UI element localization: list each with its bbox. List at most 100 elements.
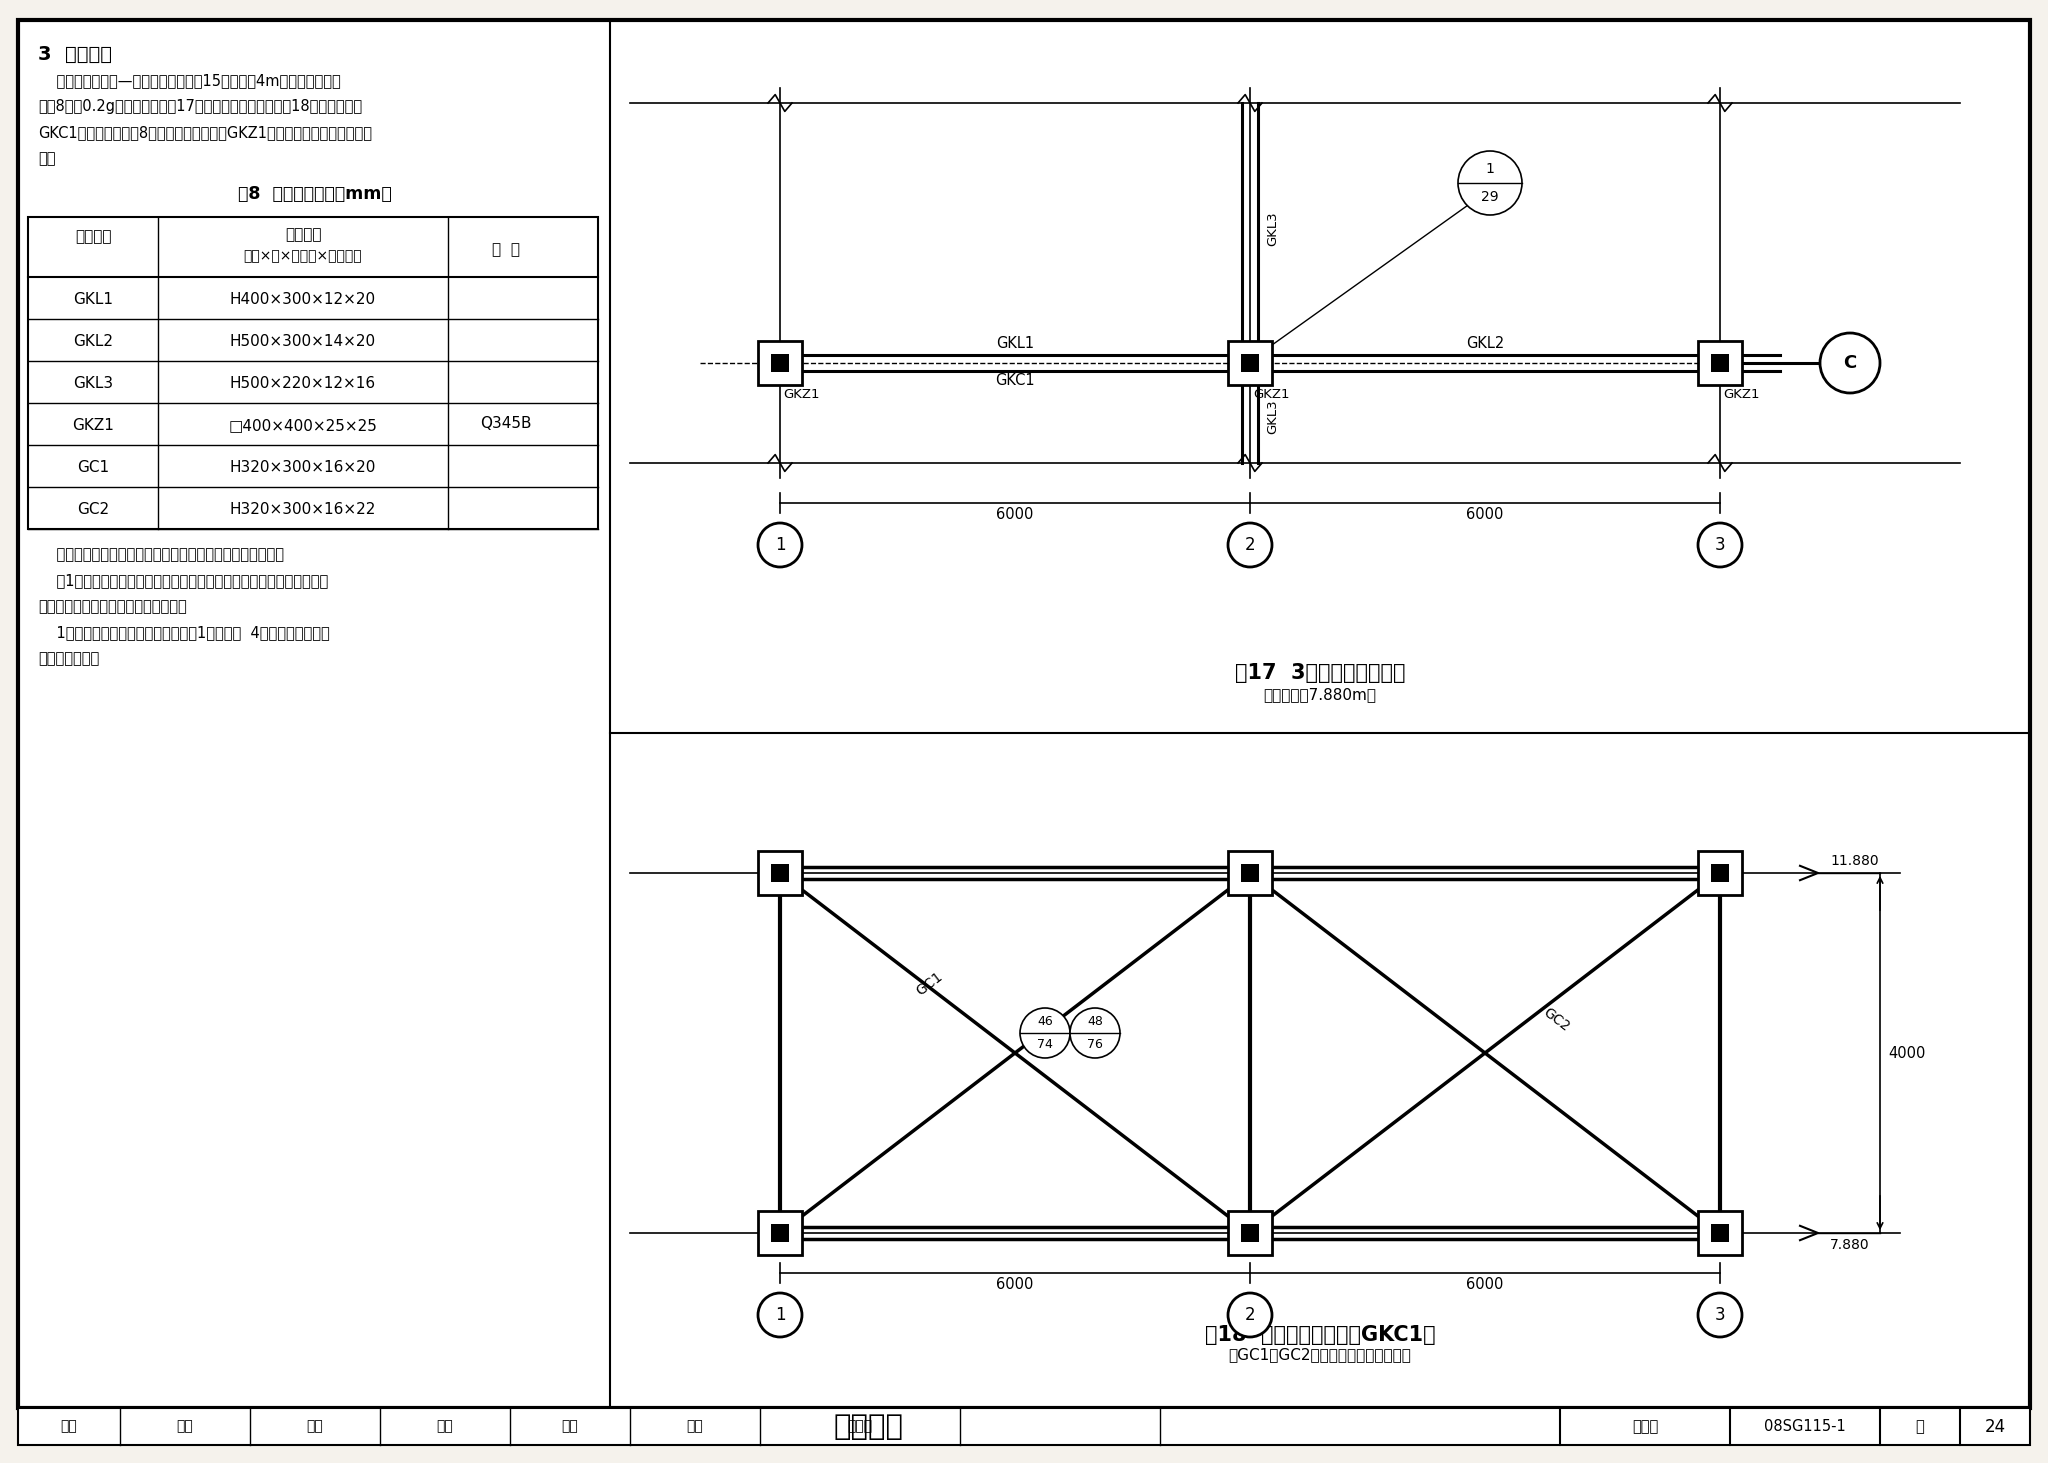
Text: GKC1立面布置图，表8为构件截面表。对与GKZ1相连的棁和支撇进行节点设: GKC1立面布置图，表8为构件截面表。对与GKZ1相连的棁和支撇进行节点设 — [39, 124, 373, 140]
Text: 用同一类节点。: 用同一类节点。 — [39, 651, 98, 666]
Text: GKZ1: GKZ1 — [1722, 388, 1759, 401]
Text: GC2: GC2 — [1540, 1005, 1573, 1034]
Text: 图集号: 图集号 — [1632, 1419, 1659, 1434]
Text: 1）梁柱节点选用。梁柱节点可以采1号节点，  4根棁与柱的汇交采: 1）梁柱节点选用。梁柱节点可以采1号节点， 4根棁与柱的汇交采 — [39, 625, 330, 639]
Text: GKC1: GKC1 — [995, 373, 1034, 388]
Bar — [1229, 341, 1272, 385]
Bar — [758, 1211, 803, 1255]
Bar — [770, 1225, 788, 1242]
Text: 74: 74 — [1036, 1037, 1053, 1050]
Circle shape — [1229, 522, 1272, 568]
Text: 1: 1 — [774, 535, 784, 554]
Circle shape — [1069, 1008, 1120, 1058]
Bar — [1241, 1225, 1260, 1242]
Bar — [1241, 865, 1260, 882]
Text: 46: 46 — [1036, 1015, 1053, 1028]
Text: 某工程为钗框架—支撇体系，地面以15层，层高4m，位于抗震设防: 某工程为钗框架—支撇体系，地面以15层，层高4m，位于抗震设防 — [39, 73, 340, 88]
Text: GKZ1: GKZ1 — [782, 388, 819, 401]
Text: 48: 48 — [1087, 1015, 1104, 1028]
Text: GKL1: GKL1 — [995, 336, 1034, 351]
Text: GKL3: GKL3 — [1266, 399, 1280, 435]
Bar — [758, 341, 803, 385]
Text: □400×400×25×25: □400×400×25×25 — [229, 418, 377, 433]
Text: （梁顶标高7.880m）: （梁顶标高7.880m） — [1264, 688, 1376, 702]
Bar — [1710, 865, 1729, 882]
Text: Q345B: Q345B — [479, 417, 530, 432]
Text: （GC1、GC2与框架棁轴线投影重合）: （GC1、GC2与框架棁轴线投影重合） — [1229, 1347, 1411, 1362]
Text: 3: 3 — [1714, 535, 1724, 554]
Circle shape — [1229, 1293, 1272, 1337]
Text: 胡天兵: 胡天兵 — [848, 1419, 872, 1434]
Text: GKL3: GKL3 — [74, 376, 113, 392]
Text: 6000: 6000 — [1466, 508, 1503, 522]
Text: GKL2: GKL2 — [74, 335, 113, 350]
Text: 计。: 计。 — [39, 151, 55, 165]
Text: 页: 页 — [1915, 1419, 1925, 1434]
Bar — [758, 851, 803, 895]
Text: 设计: 设计 — [686, 1419, 702, 1434]
Text: 应用举例: 应用举例 — [834, 1412, 903, 1441]
Text: GKZ1: GKZ1 — [1253, 388, 1290, 401]
Circle shape — [1458, 151, 1522, 215]
Text: 4000: 4000 — [1888, 1046, 1925, 1061]
Text: 7.880: 7.880 — [1831, 1238, 1870, 1252]
Bar — [770, 354, 788, 372]
Text: 申林: 申林 — [176, 1419, 193, 1434]
Text: 校对: 校对 — [307, 1419, 324, 1434]
Bar — [1229, 1211, 1272, 1255]
Text: 08SG115-1: 08SG115-1 — [1763, 1419, 1845, 1434]
Text: C: C — [1843, 354, 1858, 372]
Text: 截面尺寸: 截面尺寸 — [285, 227, 322, 241]
Text: 3  应用举例: 3 应用举例 — [39, 45, 113, 64]
Text: GKL1: GKL1 — [74, 293, 113, 307]
Text: 6000: 6000 — [1466, 1277, 1503, 1292]
Text: （高×宽×腹板厚×翣缘厚）: （高×宽×腹板厚×翣缘厚） — [244, 249, 362, 263]
Bar — [18, 1407, 2030, 1445]
Bar — [1698, 851, 1743, 895]
Text: GKL2: GKL2 — [1466, 336, 1503, 351]
Text: 烈度8度（0.2g）的地震区。噶17为其局部平面布置图，噶18为带有支撇的: 烈度8度（0.2g）的地震区。噶17为其局部平面布置图，噶18为带有支撇的 — [39, 99, 362, 114]
Text: 6000: 6000 — [995, 508, 1034, 522]
Circle shape — [758, 522, 803, 568]
Text: 王喃: 王喃 — [436, 1419, 453, 1434]
Text: 噶17  3层局部平面布置图: 噶17 3层局部平面布置图 — [1235, 663, 1405, 683]
Circle shape — [1698, 1293, 1743, 1337]
Text: H400×300×12×20: H400×300×12×20 — [229, 293, 377, 307]
Bar — [1698, 1211, 1743, 1255]
Text: 噶18  局部立面布置图（GKC1）: 噶18 局部立面布置图（GKC1） — [1204, 1325, 1436, 1344]
Text: 1: 1 — [1485, 161, 1495, 176]
Text: 2: 2 — [1245, 1306, 1255, 1324]
Circle shape — [1698, 522, 1743, 568]
Text: H500×220×12×16: H500×220×12×16 — [229, 376, 377, 392]
Bar — [1229, 851, 1272, 895]
Text: 3: 3 — [1714, 1306, 1724, 1324]
Text: 29: 29 — [1481, 190, 1499, 205]
Text: H320×300×16×20: H320×300×16×20 — [229, 461, 377, 475]
Text: 计的深度。针对本例题应做如下工作：: 计的深度。针对本例题应做如下工作： — [39, 598, 186, 614]
Text: 材  质: 材 质 — [492, 241, 520, 257]
Text: 审核: 审核 — [61, 1419, 78, 1434]
Text: 王红: 王红 — [561, 1419, 578, 1434]
Text: 构件编号: 构件编号 — [74, 230, 111, 244]
Text: GC1: GC1 — [913, 970, 946, 998]
Text: H500×300×14×20: H500×300×14×20 — [229, 335, 377, 350]
Text: 1: 1 — [774, 1306, 784, 1324]
Text: 2: 2 — [1245, 535, 1255, 554]
Text: 表8  钗构件截面表（mm）: 表8 钗构件截面表（mm） — [238, 184, 391, 203]
Text: 对照提供的设计条件，我们可以按如下步骤完成节点设计：: 对照提供的设计条件，我们可以按如下步骤完成节点设计： — [39, 547, 285, 562]
Text: 11.880: 11.880 — [1831, 854, 1878, 868]
Text: 76: 76 — [1087, 1037, 1104, 1050]
Text: GKZ1: GKZ1 — [72, 418, 115, 433]
Bar — [1241, 354, 1260, 372]
Circle shape — [1821, 334, 1880, 394]
Text: GC1: GC1 — [78, 461, 109, 475]
Circle shape — [1020, 1008, 1069, 1058]
Text: （1）设计图阶段。本阶段的工作由设计单位完成，可以达到施工图设: （1）设计图阶段。本阶段的工作由设计单位完成，可以达到施工图设 — [39, 573, 328, 588]
Bar — [1710, 354, 1729, 372]
Bar — [770, 865, 788, 882]
Bar — [1698, 341, 1743, 385]
Text: 24: 24 — [1985, 1418, 2005, 1435]
Bar — [29, 217, 598, 530]
Text: H320×300×16×22: H320×300×16×22 — [229, 502, 377, 518]
Circle shape — [758, 1293, 803, 1337]
